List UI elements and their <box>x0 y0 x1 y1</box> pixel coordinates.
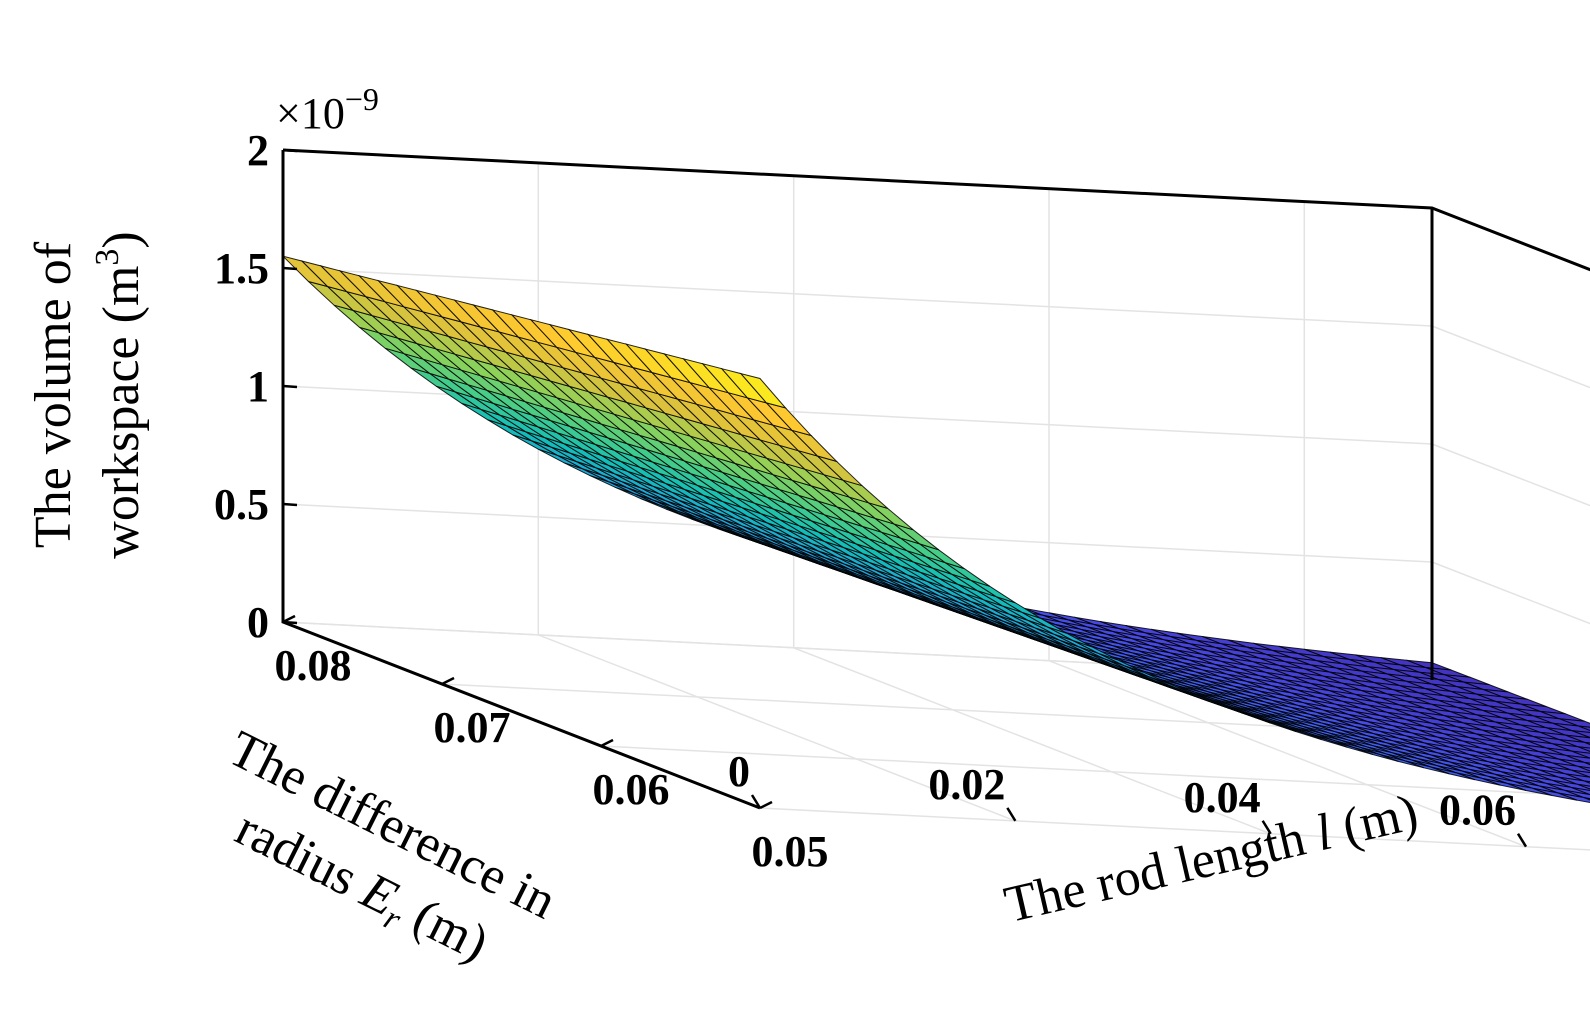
y-gridline <box>441 683 1590 743</box>
z-tick <box>282 502 298 507</box>
z-axis-title: The volume of workspace (m3) <box>25 231 150 558</box>
y-tick-label: 0.08 <box>275 641 352 690</box>
z-tick <box>282 384 298 389</box>
surface-patch <box>739 372 787 409</box>
z-tick <box>282 148 298 153</box>
z-tick <box>282 266 298 271</box>
z-axis-title-line2: workspace (m3) <box>89 231 150 558</box>
x-tick-label: 0.06 <box>1439 786 1516 835</box>
z-tick-label: 1.5 <box>214 244 269 293</box>
x-axis-title: The difference in radius Er (m) <box>220 720 565 972</box>
y-tick <box>282 614 296 624</box>
z-exponent-label: ×10−9 <box>276 81 379 138</box>
y-tick-label: 0.05 <box>752 827 829 876</box>
x-tick <box>1261 820 1272 835</box>
tick-layer: 00.511.5200.020.040.060.080.050.060.070.… <box>214 126 1528 876</box>
y-tick-label: 0.07 <box>434 703 511 752</box>
z-tick-label: 2 <box>247 126 269 175</box>
x-tick <box>1516 833 1528 848</box>
y-tick-label: 0.06 <box>593 765 670 814</box>
x-tick-label: 0.04 <box>1184 773 1261 822</box>
box-top-edges <box>282 148 1590 272</box>
y-tick <box>759 800 773 810</box>
x-tick-label: 0.02 <box>928 760 1005 809</box>
z-axis-title-line1: The volume of <box>25 241 82 548</box>
y-gridline <box>759 807 1590 851</box>
surface-layer <box>281 255 1590 803</box>
z-tick-label: 0.5 <box>214 480 269 529</box>
y-gridline <box>600 745 1590 797</box>
z-tick-label: 0 <box>247 598 269 647</box>
x-tick <box>750 794 762 809</box>
z-tick-label: 1 <box>247 362 269 411</box>
x-tick <box>1006 807 1017 822</box>
y-tick <box>441 676 455 686</box>
x-tick-label: 0 <box>728 747 750 796</box>
y-tick <box>600 738 614 748</box>
